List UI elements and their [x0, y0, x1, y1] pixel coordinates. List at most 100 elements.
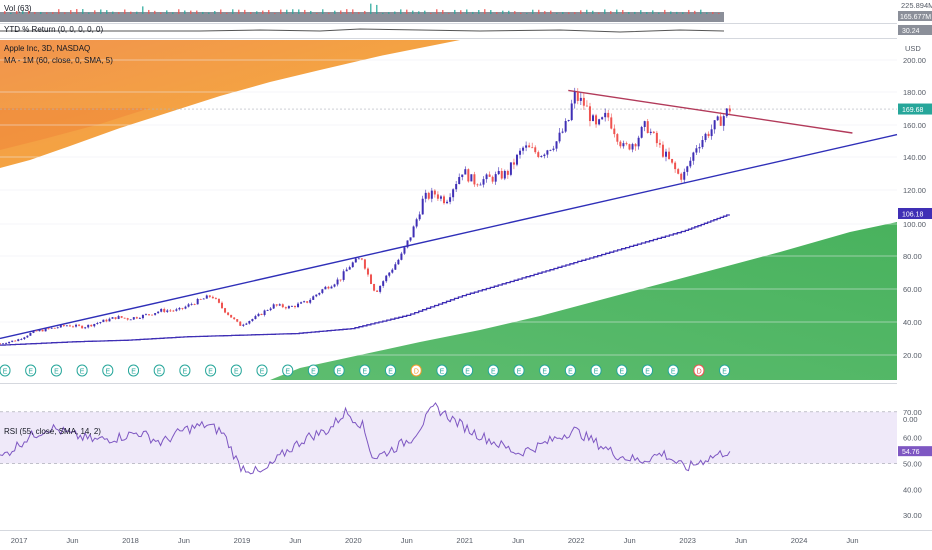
time-tick-label: 2017 — [11, 536, 28, 545]
svg-text:E: E — [311, 369, 316, 376]
earnings-marker[interactable]: E — [76, 364, 88, 377]
svg-text:E: E — [440, 369, 445, 376]
earnings-marker[interactable]: E — [616, 364, 628, 377]
earnings-marker[interactable]: E — [359, 364, 371, 377]
time-tick-label: Jun — [624, 536, 636, 545]
svg-text:E: E — [80, 369, 85, 376]
earnings-marker[interactable]: E — [282, 364, 294, 377]
earnings-marker[interactable]: E — [256, 364, 268, 377]
volume-scale-label: 225.894M — [901, 1, 932, 10]
svg-text:E: E — [3, 369, 8, 376]
rsi-line — [0, 402, 731, 475]
price-tick-label: 160.00 — [903, 121, 926, 130]
time-tick-label: Jun — [178, 536, 190, 545]
earnings-marker[interactable]: E — [230, 364, 242, 377]
earnings-marker[interactable]: E — [539, 364, 551, 377]
moving-average-line — [0, 214, 730, 346]
price-tick-label: 200.00 — [903, 56, 926, 65]
earnings-marker[interactable]: E — [385, 364, 396, 377]
time-tick-label: Jun — [512, 536, 524, 545]
earnings-marker[interactable]: E — [564, 364, 576, 377]
trendline-resistance[interactable] — [568, 89, 853, 134]
earnings-marker[interactable]: E — [50, 364, 62, 377]
svg-text:E: E — [157, 369, 162, 376]
earnings-marker[interactable]: E — [487, 364, 499, 377]
time-tick-label: 2020 — [345, 536, 362, 545]
rsi-badge — [898, 446, 932, 457]
price-candles — [0, 87, 731, 345]
price-tick-label: 40.00 — [903, 318, 922, 327]
earnings-marker[interactable]: E — [513, 364, 525, 377]
rsi-top-label: 0.00 — [903, 415, 918, 424]
rsi-tick-label: 40.00 — [903, 485, 922, 494]
svg-text:E: E — [388, 369, 393, 376]
svg-text:E: E — [208, 369, 213, 376]
time-tick-label: 2019 — [234, 536, 251, 545]
earnings-marker[interactable]: E — [0, 364, 11, 377]
svg-text:E: E — [106, 369, 111, 376]
svg-text:D: D — [414, 369, 419, 376]
ma-value-badge — [898, 207, 932, 219]
time-tick-label: Jun — [289, 536, 301, 545]
earnings-marker[interactable]: E — [179, 364, 191, 377]
rsi-tick-label: 50.00 — [903, 459, 922, 468]
ytd-pane: YTD % Return (0, 0, 0, 0, 0) 30.24 — [0, 25, 932, 39]
earnings-marker[interactable]: E — [153, 364, 165, 377]
volume-pane: Vol (63) 225.894M 165.677M — [0, 1, 932, 24]
svg-text:E: E — [234, 369, 239, 376]
rsi-label: RSI (55, close, SMA, 14, 2) — [4, 427, 101, 436]
volume-label: Vol (63) — [4, 4, 32, 13]
earnings-marker[interactable]: E — [719, 364, 731, 377]
earnings-marker[interactable]: E — [590, 364, 602, 377]
rsi-tick-label: 30.00 — [903, 511, 922, 520]
price-tick-label: 120.00 — [903, 186, 926, 195]
green-channel-overlay — [270, 222, 897, 380]
last-price-badge — [898, 103, 932, 115]
svg-text:E: E — [183, 369, 188, 376]
earnings-marker[interactable]: E — [128, 364, 139, 377]
time-tick-label: 2021 — [456, 536, 473, 545]
price-tick-label: 80.00 — [903, 252, 922, 261]
earnings-marker[interactable]: E — [436, 364, 448, 377]
trend-lines[interactable] — [0, 89, 898, 340]
svg-text:E: E — [722, 369, 727, 376]
price-tick-label: 100.00 — [903, 220, 926, 229]
time-tick-label: Jun — [66, 536, 78, 545]
time-tick-label: 2023 — [679, 536, 696, 545]
time-axis[interactable]: 2017 Jun 2018 Jun 2019 Jun 2020 Jun 2021 Jun 2022 J… — [11, 536, 859, 545]
earnings-marker[interactable]: E — [307, 364, 319, 377]
trendline-support[interactable] — [0, 133, 898, 340]
svg-text:E: E — [363, 369, 368, 376]
price-grid — [0, 59, 897, 356]
svg-text:E: E — [465, 369, 470, 376]
price-tick-label: 60.00 — [903, 285, 922, 294]
price-tick-label: 180.00 — [903, 88, 926, 97]
price-tick-labels: 20.00 40.00 60.00 80.00 100.00 120.00 140.00 16… — [903, 56, 926, 360]
orange-channel-overlay — [0, 40, 460, 168]
time-tick-label: 2024 — [791, 536, 808, 545]
earnings-marker[interactable]: D — [693, 364, 705, 377]
price-axis[interactable] — [897, 0, 932, 550]
svg-text:E: E — [131, 369, 136, 376]
earnings-marker[interactable]: E — [333, 364, 345, 377]
svg-text:E: E — [594, 369, 599, 376]
earnings-marker[interactable]: E — [102, 364, 114, 377]
svg-text:E: E — [517, 369, 522, 376]
earnings-marker[interactable]: D — [410, 364, 422, 377]
earnings-marker[interactable]: E — [462, 364, 474, 377]
svg-text:E: E — [542, 369, 547, 376]
ma-value-badge-value: 106.18 — [902, 211, 924, 218]
price-tick-label: 140.00 — [903, 153, 926, 162]
earnings-marker[interactable]: E — [667, 364, 679, 377]
earnings-marker[interactable]: E — [25, 364, 37, 377]
earnings-marker[interactable]: E — [642, 364, 653, 377]
time-tick-label: Jun — [846, 536, 858, 545]
earnings-marker[interactable]: E — [205, 364, 217, 377]
volume-badge — [898, 11, 932, 21]
svg-text:E: E — [491, 369, 496, 376]
ytd-label: YTD % Return (0, 0, 0, 0, 0) — [4, 25, 103, 34]
svg-text:E: E — [337, 369, 342, 376]
svg-text:E: E — [285, 369, 290, 376]
price-tick-label: 20.00 — [903, 351, 922, 360]
